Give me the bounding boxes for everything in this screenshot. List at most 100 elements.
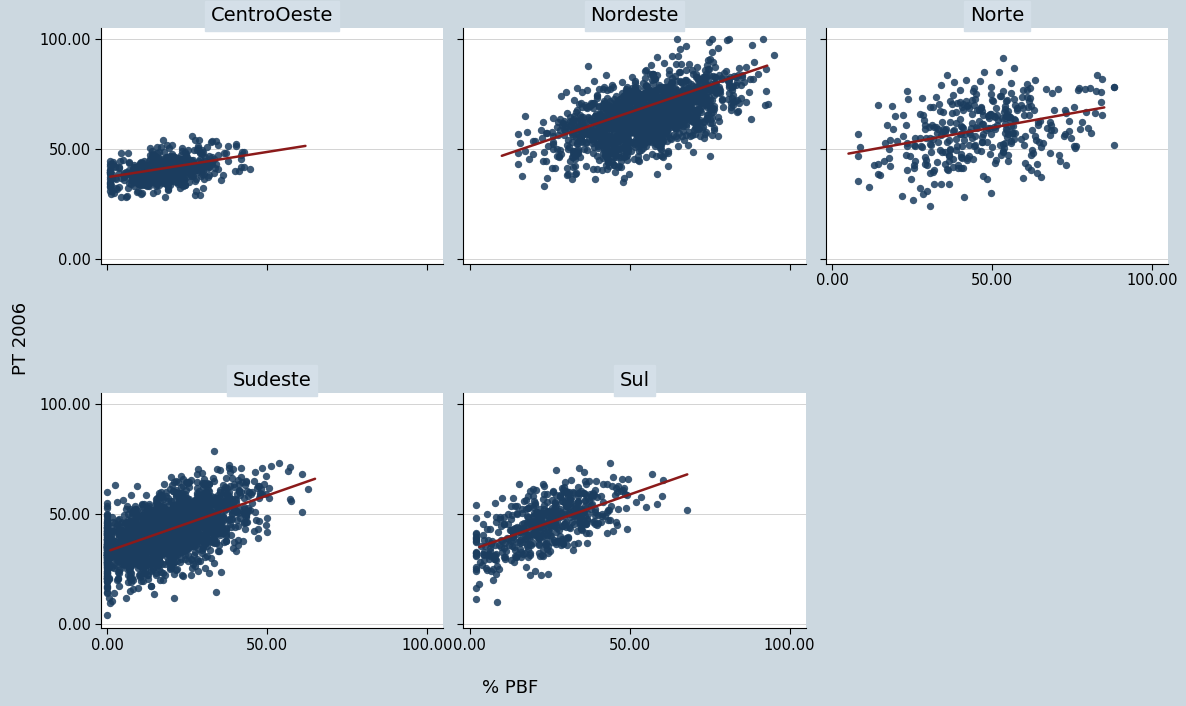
Point bbox=[100, 573, 119, 585]
Point bbox=[157, 534, 176, 545]
Point bbox=[677, 98, 696, 109]
Point bbox=[578, 102, 597, 114]
Point bbox=[149, 490, 168, 501]
Point bbox=[160, 484, 179, 495]
Point bbox=[136, 539, 155, 551]
Point bbox=[179, 477, 198, 489]
Point bbox=[161, 165, 180, 176]
Point bbox=[160, 544, 179, 556]
Point bbox=[181, 532, 200, 543]
Point bbox=[122, 551, 141, 563]
Point bbox=[172, 162, 191, 173]
Point bbox=[1005, 133, 1024, 145]
Point bbox=[704, 103, 723, 114]
Point bbox=[97, 568, 116, 579]
Point bbox=[117, 534, 136, 546]
Point bbox=[211, 521, 230, 532]
Point bbox=[613, 130, 632, 141]
Point bbox=[688, 75, 707, 86]
Point bbox=[160, 524, 179, 535]
Point bbox=[190, 531, 209, 542]
Point bbox=[467, 528, 486, 539]
Point bbox=[119, 157, 138, 169]
Point bbox=[586, 131, 605, 142]
Point bbox=[209, 518, 228, 530]
Point bbox=[179, 532, 198, 544]
Point bbox=[173, 501, 192, 513]
Point bbox=[97, 570, 116, 582]
Point bbox=[151, 530, 170, 542]
Point bbox=[604, 134, 623, 145]
Point bbox=[162, 517, 181, 528]
Point bbox=[293, 469, 312, 480]
Point bbox=[600, 143, 619, 154]
Point bbox=[687, 85, 706, 97]
Point bbox=[158, 179, 177, 190]
Point bbox=[958, 100, 977, 112]
Point bbox=[125, 520, 144, 532]
Point bbox=[702, 95, 721, 106]
Point bbox=[565, 539, 584, 550]
Point bbox=[154, 168, 173, 179]
Point bbox=[173, 501, 192, 512]
Point bbox=[924, 166, 943, 177]
Point bbox=[196, 538, 215, 549]
Point bbox=[684, 80, 703, 92]
Point bbox=[178, 532, 197, 543]
Point bbox=[632, 136, 651, 148]
Point bbox=[604, 100, 623, 112]
Point bbox=[101, 161, 120, 172]
Point bbox=[593, 105, 612, 116]
Point bbox=[204, 498, 223, 509]
Point bbox=[664, 115, 683, 126]
Point bbox=[142, 159, 161, 170]
Point bbox=[625, 76, 644, 87]
Point bbox=[686, 104, 704, 115]
Point bbox=[148, 546, 167, 557]
Point bbox=[643, 68, 662, 80]
Point bbox=[126, 517, 145, 529]
Point bbox=[173, 493, 192, 504]
Point bbox=[696, 114, 715, 125]
Point bbox=[671, 96, 690, 107]
Point bbox=[224, 537, 243, 548]
Point bbox=[651, 95, 670, 107]
Point bbox=[134, 532, 153, 543]
Point bbox=[192, 168, 211, 179]
Point bbox=[97, 528, 116, 539]
Point bbox=[181, 530, 200, 542]
Point bbox=[677, 97, 696, 108]
Point bbox=[516, 504, 535, 515]
Point bbox=[142, 529, 161, 540]
Point bbox=[943, 162, 962, 173]
Point bbox=[661, 91, 680, 102]
Point bbox=[203, 519, 222, 530]
Point bbox=[529, 521, 548, 532]
Point bbox=[565, 510, 584, 522]
Point bbox=[164, 527, 183, 538]
Point bbox=[649, 92, 668, 103]
Point bbox=[651, 140, 670, 151]
Point bbox=[149, 165, 168, 176]
Point bbox=[97, 542, 116, 553]
Point bbox=[517, 510, 536, 521]
Point bbox=[168, 498, 187, 510]
Point bbox=[134, 551, 153, 563]
Point bbox=[569, 496, 588, 508]
Point bbox=[664, 97, 683, 108]
Point bbox=[181, 527, 200, 538]
Point bbox=[97, 549, 116, 561]
Point bbox=[586, 484, 605, 496]
Point bbox=[696, 93, 715, 104]
Point bbox=[162, 540, 181, 551]
Point bbox=[726, 71, 745, 83]
Point bbox=[648, 114, 667, 125]
Point bbox=[648, 120, 667, 131]
Point bbox=[191, 163, 210, 174]
Point bbox=[651, 106, 670, 117]
Point bbox=[161, 533, 180, 544]
Point bbox=[178, 508, 197, 520]
Point bbox=[478, 549, 497, 560]
Point bbox=[183, 505, 202, 517]
Point bbox=[670, 76, 689, 87]
